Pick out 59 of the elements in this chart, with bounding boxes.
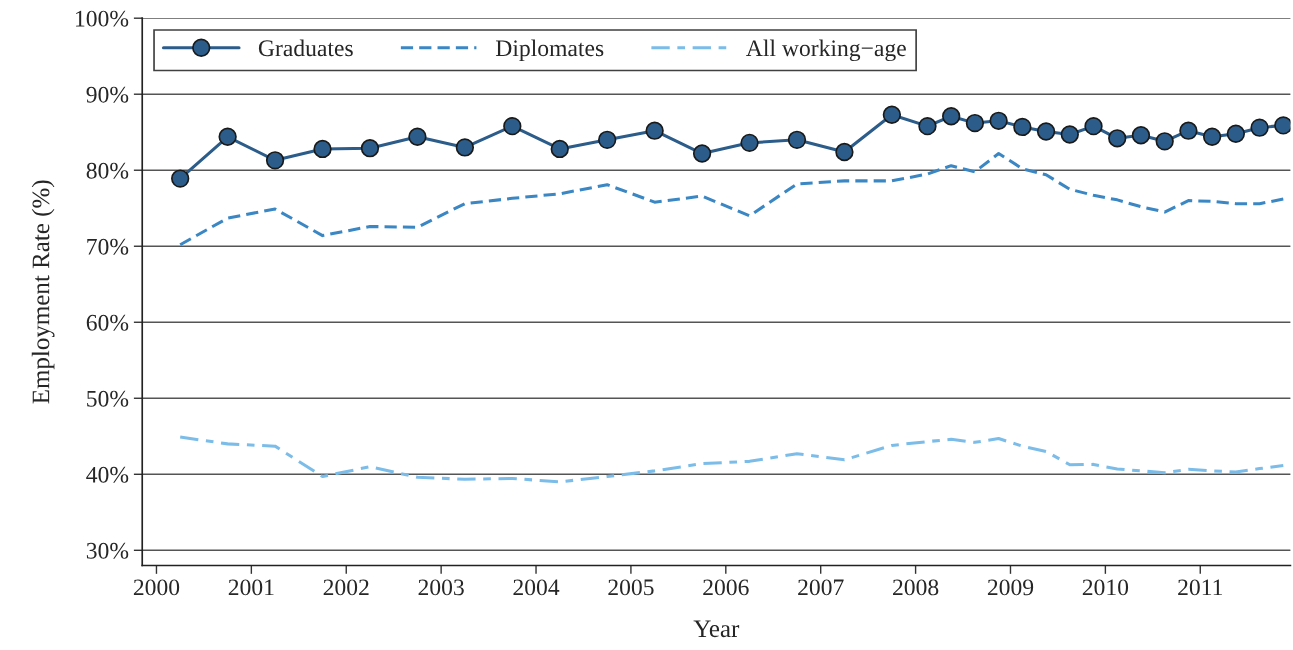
point [1131, 126, 1151, 145]
point [1202, 127, 1222, 146]
y-tick-label: 30% [86, 542, 129, 559]
point [598, 130, 617, 149]
point [1226, 124, 1246, 143]
y-axis-title: Employment Rate (%) [31, 180, 55, 404]
x-tick-label: 2001 [228, 579, 274, 596]
x-tick-label: 2003 [418, 579, 464, 596]
point [645, 121, 664, 140]
x-axis-title: Year [693, 620, 740, 638]
point [360, 139, 380, 158]
point [1250, 118, 1269, 137]
legend-label: All working−age [746, 39, 906, 62]
point [550, 139, 569, 159]
point [503, 116, 522, 136]
point [218, 127, 237, 146]
x-tick-label: 2000 [133, 579, 180, 596]
x-tick-label: 2009 [987, 579, 1034, 596]
point [408, 127, 427, 146]
y-tick-label: 70% [87, 238, 129, 255]
point [989, 111, 1008, 130]
point [965, 113, 985, 133]
point [1179, 121, 1198, 140]
point [918, 116, 937, 136]
x-tick-label: 2011 [1178, 579, 1223, 596]
point [265, 151, 285, 170]
point [1084, 116, 1103, 136]
point [692, 144, 712, 163]
point [787, 130, 807, 149]
point [455, 138, 475, 157]
y-tick-label: 40% [86, 466, 129, 483]
y-tick-label: 90% [86, 86, 129, 103]
point [942, 107, 961, 126]
y-tick-label: 60% [86, 314, 129, 331]
point [882, 105, 902, 124]
point [1155, 132, 1174, 151]
x-tick-label: 2002 [323, 579, 369, 596]
point [1036, 122, 1056, 141]
point [1060, 125, 1079, 144]
legend-label: Graduates [258, 39, 353, 57]
point [740, 133, 759, 153]
point [171, 169, 190, 188]
x-tick-label: 2005 [608, 579, 654, 596]
point [835, 142, 854, 162]
y-tick-label: 80% [86, 162, 129, 179]
x-tick-label: 2004 [513, 579, 560, 596]
point [1274, 116, 1291, 135]
point [313, 139, 332, 159]
line-series [178, 151, 1285, 247]
x-tick-label: 2007 [798, 579, 844, 596]
y-tick-label: 100% [76, 10, 129, 27]
point [1108, 129, 1127, 148]
line-series [178, 435, 1285, 484]
y-tick-label: 50% [87, 390, 129, 407]
x-tick-label: 2006 [703, 579, 749, 596]
x-tick-label: 2010 [1082, 579, 1129, 596]
legend-label: Diplomates [495, 39, 604, 62]
point [1013, 117, 1032, 137]
x-tick-label: 2008 [893, 579, 939, 596]
